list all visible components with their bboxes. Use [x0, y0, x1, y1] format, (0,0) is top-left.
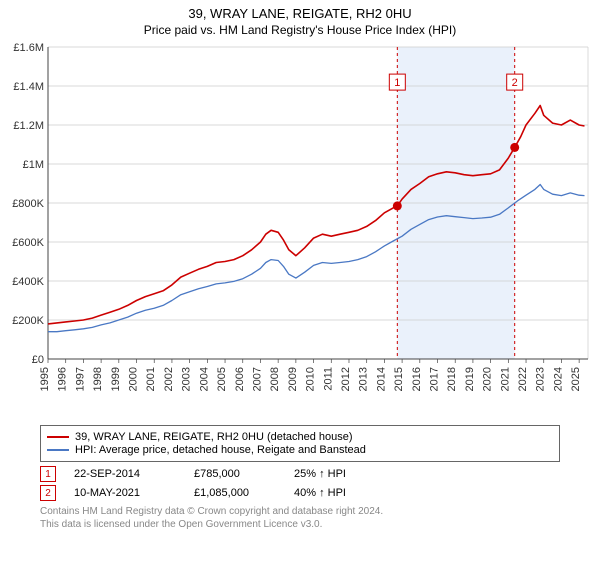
price-chart: £0 £200K £400K £600K £800K £1M £1.2M £1.4M £1.6M… [0, 41, 600, 421]
svg-text:2014: 2014 [375, 367, 387, 391]
svg-text:2007: 2007 [251, 367, 263, 391]
svg-text:2018: 2018 [446, 367, 458, 391]
transaction-table: 1 22-SEP-2014 £785,000 25% ↑ HPI 2 10-MA… [40, 466, 560, 501]
legend-item-hpi: HPI: Average price, detached house, Reig… [47, 444, 553, 456]
transaction-marker-icon: 2 [40, 485, 56, 501]
transaction-row: 2 10-MAY-2021 £1,085,000 40% ↑ HPI [40, 485, 560, 501]
transaction-date: 10-MAY-2021 [74, 487, 194, 499]
svg-text:£0: £0 [32, 354, 44, 366]
svg-text:2019: 2019 [464, 367, 476, 391]
svg-text:2002: 2002 [163, 367, 175, 391]
transaction-row: 1 22-SEP-2014 £785,000 25% ↑ HPI [40, 466, 560, 482]
svg-text:2012: 2012 [340, 367, 352, 391]
transaction-marker-icon: 1 [40, 466, 56, 482]
svg-text:£1.4M: £1.4M [13, 81, 44, 93]
legend-swatch [47, 449, 69, 451]
svg-text:£1M: £1M [23, 159, 44, 171]
svg-text:£200K: £200K [12, 315, 44, 327]
svg-text:1: 1 [394, 77, 400, 89]
svg-text:1995: 1995 [39, 367, 51, 391]
page-subtitle: Price paid vs. HM Land Registry's House … [0, 23, 600, 37]
svg-text:2025: 2025 [570, 367, 582, 391]
svg-text:£600K: £600K [12, 237, 44, 249]
svg-text:2013: 2013 [358, 367, 370, 391]
svg-text:2004: 2004 [198, 367, 210, 391]
svg-text:2001: 2001 [145, 367, 157, 391]
svg-text:2008: 2008 [269, 367, 281, 391]
svg-text:2024: 2024 [552, 367, 564, 391]
legend-item-property: 39, WRAY LANE, REIGATE, RH2 0HU (detache… [47, 431, 553, 443]
svg-text:£1.6M: £1.6M [13, 42, 44, 54]
svg-text:2015: 2015 [393, 367, 405, 391]
svg-text:2000: 2000 [128, 367, 140, 391]
svg-text:2017: 2017 [429, 367, 441, 391]
svg-text:2003: 2003 [181, 367, 193, 391]
transaction-hpi: 25% ↑ HPI [294, 468, 394, 480]
svg-text:2005: 2005 [216, 367, 228, 391]
svg-text:2009: 2009 [287, 367, 299, 391]
svg-text:2011: 2011 [322, 367, 334, 391]
svg-text:£400K: £400K [12, 276, 44, 288]
svg-text:2020: 2020 [482, 367, 494, 391]
svg-text:1996: 1996 [57, 367, 69, 391]
svg-text:£1.2M: £1.2M [13, 120, 44, 132]
svg-text:2006: 2006 [234, 367, 246, 391]
svg-text:2016: 2016 [411, 367, 423, 391]
svg-text:2010: 2010 [305, 367, 317, 391]
svg-text:1998: 1998 [92, 367, 104, 391]
svg-text:£800K: £800K [12, 198, 44, 210]
legend-swatch [47, 436, 69, 438]
page-title: 39, WRAY LANE, REIGATE, RH2 0HU [0, 6, 600, 21]
svg-text:1997: 1997 [74, 367, 86, 391]
svg-text:2021: 2021 [499, 367, 511, 391]
footer-line: Contains HM Land Registry data © Crown c… [40, 505, 560, 518]
legend: 39, WRAY LANE, REIGATE, RH2 0HU (detache… [40, 425, 560, 462]
transaction-date: 22-SEP-2014 [74, 468, 194, 480]
footer-line: This data is licensed under the Open Gov… [40, 518, 560, 531]
transaction-price: £1,085,000 [194, 487, 294, 499]
svg-text:2022: 2022 [517, 367, 529, 391]
svg-text:2: 2 [512, 77, 518, 89]
footer-attribution: Contains HM Land Registry data © Crown c… [40, 505, 560, 531]
transaction-price: £785,000 [194, 468, 294, 480]
transaction-hpi: 40% ↑ HPI [294, 487, 394, 499]
legend-label: HPI: Average price, detached house, Reig… [75, 444, 366, 456]
legend-label: 39, WRAY LANE, REIGATE, RH2 0HU (detache… [75, 431, 353, 443]
svg-text:1999: 1999 [110, 367, 122, 391]
svg-text:2023: 2023 [535, 367, 547, 391]
